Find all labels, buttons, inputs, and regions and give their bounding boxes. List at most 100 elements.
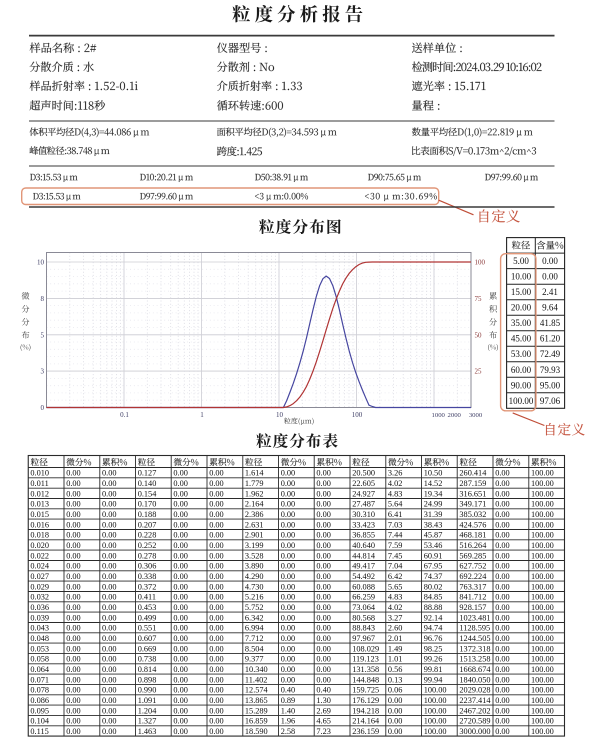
svg-text:1023.481: 1023.481 xyxy=(459,613,490,622)
svg-text:0.043: 0.043 xyxy=(30,624,49,633)
svg-text:0.00: 0.00 xyxy=(102,531,117,540)
svg-text:0.022: 0.022 xyxy=(30,551,49,560)
svg-text:35.00: 35.00 xyxy=(511,318,532,328)
svg-text:41.85: 41.85 xyxy=(540,318,561,328)
svg-text:0.00: 0.00 xyxy=(495,613,510,622)
svg-text:7.712: 7.712 xyxy=(245,634,264,643)
svg-text:0.13: 0.13 xyxy=(388,675,403,684)
svg-text:0.738: 0.738 xyxy=(138,655,157,664)
svg-text:0.00: 0.00 xyxy=(281,510,296,519)
svg-text:88.88: 88.88 xyxy=(424,603,443,612)
svg-text:0.990: 0.990 xyxy=(138,686,157,695)
svg-text:0.00: 0.00 xyxy=(102,634,117,643)
svg-text:0.036: 0.036 xyxy=(30,603,49,612)
svg-text:0.40: 0.40 xyxy=(281,686,296,695)
svg-text:0.00: 0.00 xyxy=(209,489,224,498)
svg-text:67.95: 67.95 xyxy=(424,562,443,571)
svg-text:80.02: 80.02 xyxy=(424,582,443,591)
svg-text:0.00: 0.00 xyxy=(66,696,81,705)
svg-text:13.865: 13.865 xyxy=(245,696,268,705)
svg-text:54.492: 54.492 xyxy=(352,572,375,581)
svg-text:0.338: 0.338 xyxy=(138,572,157,581)
svg-text:100.00: 100.00 xyxy=(531,520,554,529)
svg-text:468.181: 468.181 xyxy=(459,531,486,540)
svg-text:0.00: 0.00 xyxy=(316,624,331,633)
svg-text:0.00: 0.00 xyxy=(495,500,510,509)
svg-text:38.43: 38.43 xyxy=(424,520,443,529)
svg-text:0.00: 0.00 xyxy=(66,634,81,643)
svg-text:0.00: 0.00 xyxy=(495,655,510,664)
svg-text:0.00: 0.00 xyxy=(316,572,331,581)
svg-text:194.218: 194.218 xyxy=(352,706,379,715)
svg-text:10: 10 xyxy=(276,411,284,419)
svg-text:79.93: 79.93 xyxy=(540,365,561,375)
svg-text:80.568: 80.568 xyxy=(352,613,375,622)
svg-text:99.94: 99.94 xyxy=(424,675,444,684)
svg-text:214.164: 214.164 xyxy=(352,717,380,726)
svg-text:0.00: 0.00 xyxy=(209,727,224,736)
svg-text:4.730: 4.730 xyxy=(245,582,264,591)
svg-text:0.00: 0.00 xyxy=(209,675,224,684)
svg-text:0.00: 0.00 xyxy=(102,510,117,519)
svg-text:8: 8 xyxy=(41,295,45,303)
svg-text:0.00: 0.00 xyxy=(316,593,331,602)
svg-text:100.00: 100.00 xyxy=(531,727,554,736)
svg-text:0.00: 0.00 xyxy=(495,572,510,581)
svg-text:0.00: 0.00 xyxy=(209,562,224,571)
svg-text:0.00: 0.00 xyxy=(209,655,224,664)
svg-text:0.00: 0.00 xyxy=(209,717,224,726)
svg-text:0.00: 0.00 xyxy=(209,479,224,488)
svg-text:7.03: 7.03 xyxy=(388,520,403,529)
svg-text:159.725: 159.725 xyxy=(352,686,379,695)
svg-text:0.027: 0.027 xyxy=(30,572,49,581)
svg-text:0.00: 0.00 xyxy=(281,500,296,509)
svg-text:0.00: 0.00 xyxy=(209,593,224,602)
svg-text:0.00: 0.00 xyxy=(495,593,510,602)
svg-text:100: 100 xyxy=(475,259,486,267)
svg-text:0.00: 0.00 xyxy=(209,613,224,622)
svg-text:0.00: 0.00 xyxy=(66,500,81,509)
svg-text:0.032: 0.032 xyxy=(30,593,49,602)
svg-text:0.00: 0.00 xyxy=(316,551,331,560)
svg-text:100.00: 100.00 xyxy=(531,624,554,633)
svg-text:2720.589: 2720.589 xyxy=(459,717,490,726)
svg-text:1.01: 1.01 xyxy=(388,655,403,664)
svg-text:3.528: 3.528 xyxy=(245,551,264,560)
svg-text:1.30: 1.30 xyxy=(316,696,331,705)
svg-text:0.00: 0.00 xyxy=(209,582,224,591)
svg-text:0.00: 0.00 xyxy=(495,489,510,498)
svg-text:0.104: 0.104 xyxy=(30,717,50,726)
svg-text:1.327: 1.327 xyxy=(138,717,157,726)
svg-text:0.00: 0.00 xyxy=(495,510,510,519)
svg-text:0.00: 0.00 xyxy=(281,603,296,612)
svg-text:60.91: 60.91 xyxy=(424,551,443,560)
svg-text:7.23: 7.23 xyxy=(316,727,331,736)
svg-text:1.614: 1.614 xyxy=(245,469,265,478)
svg-text:0.00: 0.00 xyxy=(209,665,224,674)
svg-text:0.00: 0.00 xyxy=(209,634,224,643)
svg-text:100.00: 100.00 xyxy=(531,675,554,684)
svg-text:1372.318: 1372.318 xyxy=(459,644,490,653)
svg-text:2237.414: 2237.414 xyxy=(459,696,491,705)
svg-text:72.49: 72.49 xyxy=(540,349,561,359)
svg-text:2000: 2000 xyxy=(448,412,462,419)
svg-text:0.00: 0.00 xyxy=(102,644,117,653)
svg-text:6.42: 6.42 xyxy=(388,572,403,581)
svg-text:0.00: 0.00 xyxy=(102,717,117,726)
svg-text:0.00: 0.00 xyxy=(173,572,188,581)
svg-text:5.216: 5.216 xyxy=(245,593,264,602)
svg-text:0.00: 0.00 xyxy=(388,727,403,736)
svg-text:0.00: 0.00 xyxy=(209,624,224,633)
svg-text:0.00: 0.00 xyxy=(66,613,81,622)
svg-text:0.095: 0.095 xyxy=(30,706,49,715)
svg-text:2029.028: 2029.028 xyxy=(459,686,490,695)
svg-text:0.00: 0.00 xyxy=(316,489,331,498)
svg-text:1000: 1000 xyxy=(432,412,446,419)
svg-text:0.00: 0.00 xyxy=(173,489,188,498)
svg-text:0.00: 0.00 xyxy=(316,520,331,529)
svg-text:100.00: 100.00 xyxy=(531,510,554,519)
svg-text:0.00: 0.00 xyxy=(495,717,510,726)
svg-text:0.00: 0.00 xyxy=(281,634,296,643)
svg-text:0.00: 0.00 xyxy=(495,644,510,653)
svg-text:25: 25 xyxy=(475,368,483,376)
